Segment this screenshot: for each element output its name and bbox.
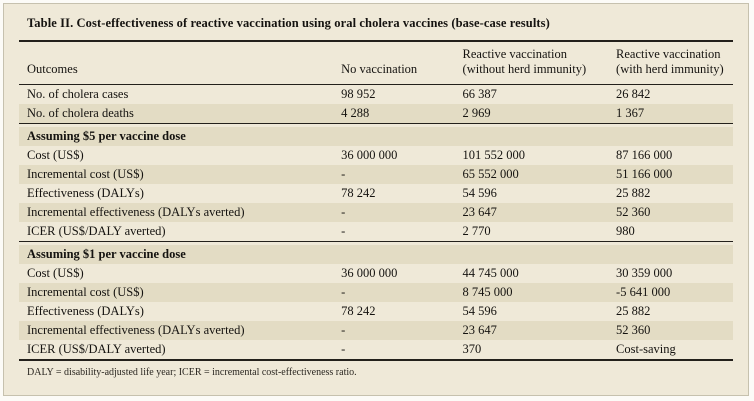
row-label: Incremental effectiveness (DALYs averted… bbox=[27, 205, 245, 219]
cell-without-herd: 54 596 bbox=[462, 186, 497, 200]
divider-top bbox=[19, 40, 733, 42]
row-label: Cost (US$) bbox=[27, 148, 84, 162]
table-row-incremental-effectiveness-5: Incremental effectiveness (DALYs averted… bbox=[19, 203, 733, 222]
table-row-incremental-cost-5: Incremental cost (US$) - 65 552 000 51 1… bbox=[19, 165, 733, 184]
cell-with-herd: 25 882 bbox=[616, 186, 651, 200]
divider-header bbox=[19, 84, 733, 85]
cell-no-vaccination: 36 000 000 bbox=[341, 148, 398, 162]
cell-with-herd: 1 367 bbox=[616, 106, 645, 120]
cell-no-vaccination: 4 288 bbox=[341, 106, 370, 120]
cell-no-vaccination: - bbox=[341, 323, 346, 337]
cell-without-herd: 2 969 bbox=[462, 106, 491, 120]
table-row-cholera-cases: No. of cholera cases 98 952 66 387 26 84… bbox=[19, 85, 733, 104]
cell-with-herd: 52 360 bbox=[616, 323, 651, 337]
cell-with-herd: 30 359 000 bbox=[616, 266, 673, 280]
divider-section-2 bbox=[19, 241, 733, 242]
section-header-1-dollar: Assuming $1 per vaccine dose bbox=[19, 245, 733, 264]
cell-with-herd: 52 360 bbox=[616, 205, 651, 219]
cell-with-herd: 51 166 000 bbox=[616, 167, 673, 181]
column-header-outcomes: Outcomes bbox=[27, 62, 78, 76]
cell-no-vaccination: - bbox=[341, 167, 346, 181]
section-header-label: Assuming $5 per vaccine dose bbox=[27, 129, 186, 143]
divider-section-1 bbox=[19, 123, 733, 124]
row-label: No. of cholera deaths bbox=[27, 106, 134, 120]
table-row-cholera-deaths: No. of cholera deaths 4 288 2 969 1 367 bbox=[19, 104, 733, 123]
table-panel: Table II. Cost-effectiveness of reactive… bbox=[3, 3, 749, 396]
cell-with-herd: 25 882 bbox=[616, 304, 651, 318]
table-row-cost-5: Cost (US$) 36 000 000 101 552 000 87 166… bbox=[19, 146, 733, 165]
cell-with-herd: Cost-saving bbox=[616, 342, 676, 356]
row-label: Incremental cost (US$) bbox=[27, 167, 144, 181]
column-header-row: Outcomes No vaccination Reactive vaccina… bbox=[19, 42, 733, 84]
table-row-icer-5: ICER (US$/DALY averted) - 2 770 980 bbox=[19, 222, 733, 241]
cell-without-herd: 2 770 bbox=[462, 224, 491, 238]
cell-without-herd: 65 552 000 bbox=[462, 167, 519, 181]
column-header-no-vaccination: No vaccination bbox=[341, 62, 418, 76]
row-label: ICER (US$/DALY averted) bbox=[27, 224, 166, 238]
table-row-effectiveness-5: Effectiveness (DALYs) 78 242 54 596 25 8… bbox=[19, 184, 733, 203]
cell-no-vaccination: - bbox=[341, 224, 346, 238]
cell-with-herd: 26 842 bbox=[616, 87, 651, 101]
cell-without-herd: 23 647 bbox=[462, 205, 497, 219]
table-row-cost-1: Cost (US$) 36 000 000 44 745 000 30 359 … bbox=[19, 264, 733, 283]
row-label: Effectiveness (DALYs) bbox=[27, 304, 144, 318]
cell-without-herd: 54 596 bbox=[462, 304, 497, 318]
cell-without-herd: 44 745 000 bbox=[462, 266, 519, 280]
section-header-5-dollar: Assuming $5 per vaccine dose bbox=[19, 127, 733, 146]
cell-with-herd: 980 bbox=[616, 224, 635, 238]
row-label: Incremental effectiveness (DALYs averted… bbox=[27, 323, 245, 337]
row-label: No. of cholera cases bbox=[27, 87, 129, 101]
column-header-without-herd: Reactive vaccination (without herd immun… bbox=[462, 47, 587, 76]
cell-no-vaccination: 78 242 bbox=[341, 186, 376, 200]
cell-with-herd: 87 166 000 bbox=[616, 148, 673, 162]
table-footnote: DALY = disability-adjusted life year; IC… bbox=[27, 367, 357, 378]
table-row-incremental-effectiveness-1: Incremental effectiveness (DALYs averted… bbox=[19, 321, 733, 340]
cell-no-vaccination: - bbox=[341, 205, 346, 219]
row-label: Effectiveness (DALYs) bbox=[27, 186, 144, 200]
table-row-incremental-cost-1: Incremental cost (US$) - 8 745 000 -5 64… bbox=[19, 283, 733, 302]
cell-with-herd: -5 641 000 bbox=[616, 285, 671, 299]
row-label: Cost (US$) bbox=[27, 266, 84, 280]
cell-no-vaccination: - bbox=[341, 342, 346, 356]
cell-no-vaccination: 36 000 000 bbox=[341, 266, 398, 280]
row-label: ICER (US$/DALY averted) bbox=[27, 342, 166, 356]
column-header-with-herd: Reactive vaccination (with herd immunity… bbox=[616, 47, 724, 76]
cell-no-vaccination: 98 952 bbox=[341, 87, 376, 101]
table-title: Table II. Cost-effectiveness of reactive… bbox=[27, 16, 550, 30]
cell-without-herd: 66 387 bbox=[462, 87, 497, 101]
cell-no-vaccination: 78 242 bbox=[341, 304, 376, 318]
section-header-label: Assuming $1 per vaccine dose bbox=[27, 247, 186, 261]
cell-without-herd: 23 647 bbox=[462, 323, 497, 337]
cell-without-herd: 8 745 000 bbox=[462, 285, 513, 299]
divider-bottom bbox=[19, 359, 733, 361]
table-row-icer-1: ICER (US$/DALY averted) - 370 Cost-savin… bbox=[19, 340, 733, 359]
row-label: Incremental cost (US$) bbox=[27, 285, 144, 299]
cell-no-vaccination: - bbox=[341, 285, 346, 299]
table-row-effectiveness-1: Effectiveness (DALYs) 78 242 54 596 25 8… bbox=[19, 302, 733, 321]
cell-without-herd: 101 552 000 bbox=[462, 148, 526, 162]
cell-without-herd: 370 bbox=[462, 342, 482, 356]
